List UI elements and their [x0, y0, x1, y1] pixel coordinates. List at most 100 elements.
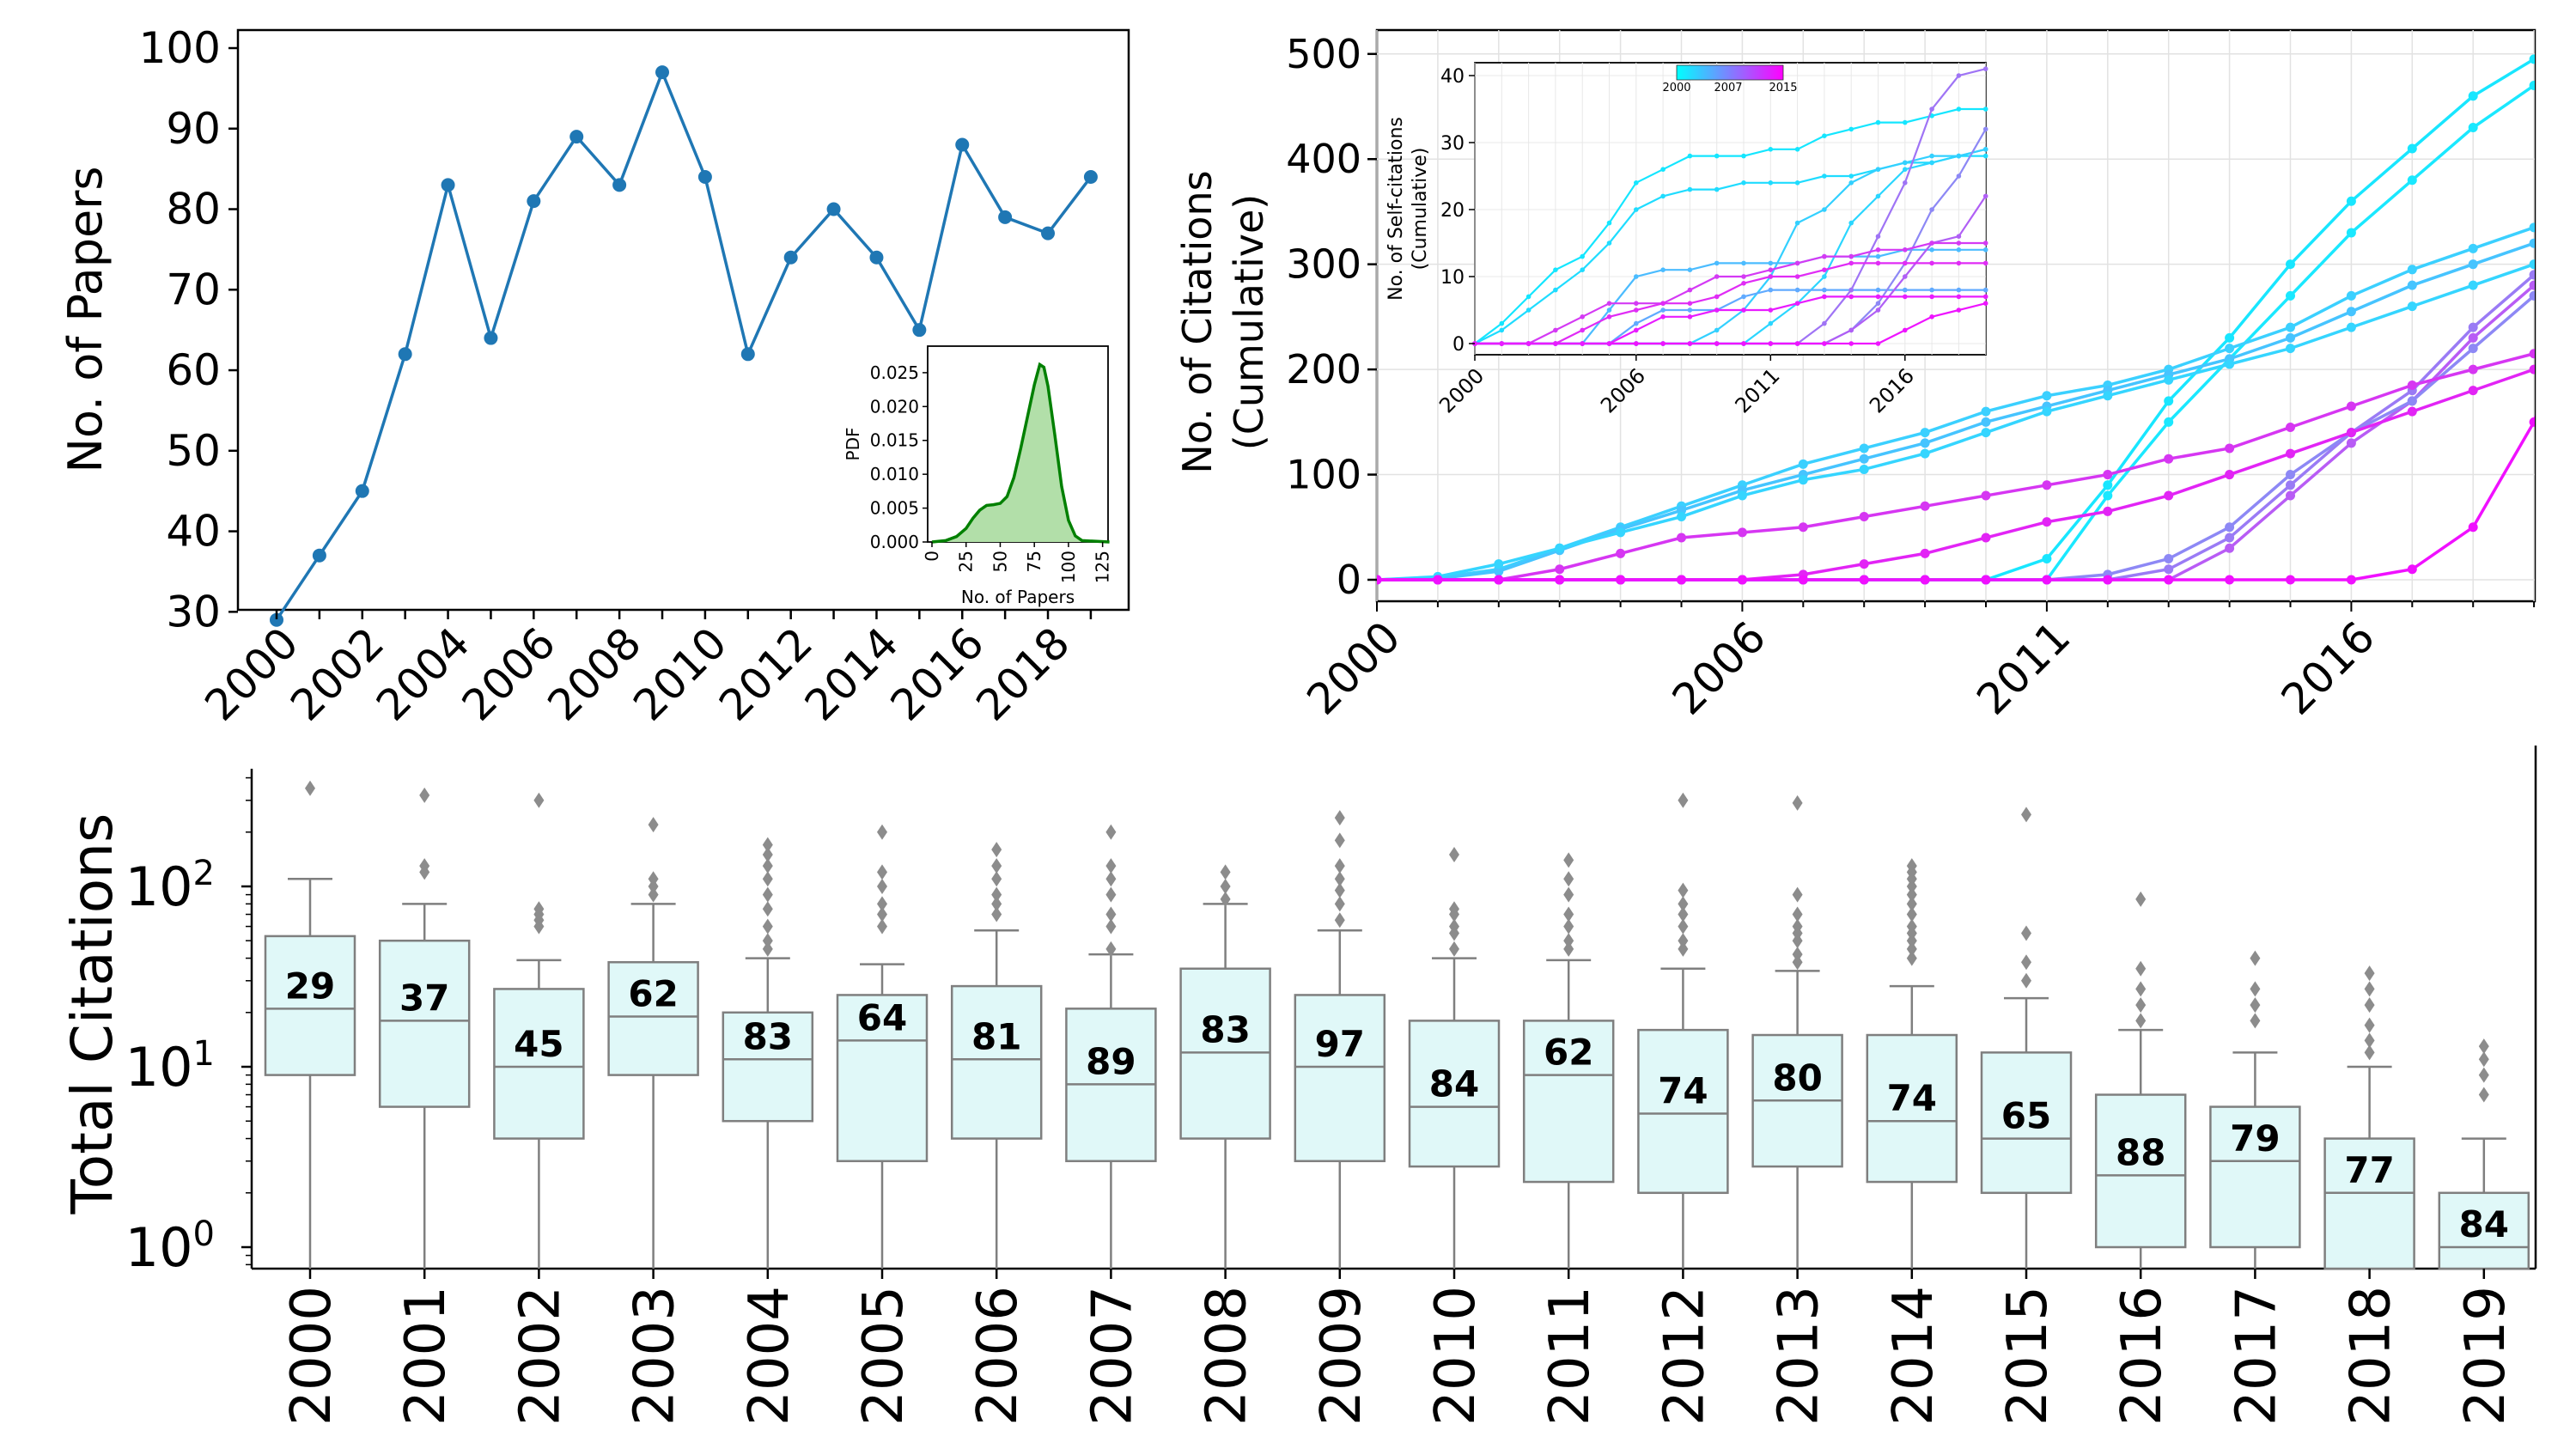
- inset-series-11-point: [1956, 307, 1962, 313]
- inset-series-3-point: [1848, 180, 1854, 186]
- x-tick-label: 2017: [2225, 1286, 2288, 1426]
- series-2014-point: [2529, 270, 2535, 280]
- outlier: [2021, 954, 2031, 971]
- inset-series-2-point: [1875, 193, 1881, 199]
- series-2007-point: [1737, 575, 1747, 585]
- outlier: [2478, 1051, 2489, 1068]
- inset-series-8-point: [1848, 327, 1854, 333]
- inset-series-9-point: [1606, 301, 1612, 307]
- outlier: [1334, 871, 1345, 887]
- inset-series-5-point: [1660, 307, 1666, 313]
- y-tick-label: 500: [1286, 31, 1361, 77]
- inset-series-10-point: [1848, 260, 1854, 266]
- outlier: [1449, 941, 1459, 957]
- y-tick-label: 102: [125, 854, 215, 918]
- inset-y-tick-label: 10: [1440, 267, 1465, 289]
- series-2007-point: [1616, 575, 1626, 585]
- series-2003-point: [2042, 480, 2052, 490]
- y-tick-label: 70: [166, 265, 221, 314]
- outlier: [991, 886, 1002, 903]
- inset-series-7-point: [1956, 73, 1962, 78]
- inset-series-0-point: [1982, 107, 1988, 112]
- series-2010-point: [2103, 480, 2113, 490]
- outlier: [762, 871, 773, 887]
- papers-pdf-inset: PDF No. of Papers 0.0000.0050.0100.0150.…: [843, 345, 1113, 607]
- inset-series-12-point: [1848, 294, 1854, 300]
- data-point-2009: [655, 65, 670, 80]
- box-2000: [264, 935, 356, 1076]
- inset-series-5-point: [1794, 287, 1800, 293]
- series-2000-point: [1920, 448, 1930, 459]
- outlier: [1334, 912, 1345, 928]
- outlier: [762, 858, 773, 874]
- inset-series-1-point: [1499, 327, 1505, 333]
- y-tick-label: 400: [1286, 136, 1361, 182]
- data-point-2004: [441, 178, 455, 192]
- count-label: 88: [2116, 1131, 2165, 1173]
- series-2003-point: [1798, 522, 1808, 533]
- data-point-2003: [398, 347, 412, 362]
- series-2011-point: [2346, 228, 2356, 238]
- data-point-2000: [270, 612, 283, 627]
- data-point-2005: [484, 331, 498, 345]
- inset-series-1-point: [1660, 193, 1666, 199]
- data-point-2016: [955, 137, 970, 152]
- inset-series-10-point: [1794, 274, 1800, 279]
- inset-series-6-point: [1956, 174, 1962, 179]
- series-2002-point: [2407, 280, 2417, 290]
- x-tick-label: 2004: [738, 1286, 801, 1426]
- outlier: [419, 858, 430, 874]
- total-citations-panel: Total Citations 29 37 45 62 83 64 81 89 83 97 84 62…: [59, 746, 2537, 1426]
- inset-series-5-point: [1634, 320, 1639, 326]
- series-2000-point: [2286, 344, 2295, 354]
- series-2004-point: [2529, 364, 2535, 374]
- inset-series-10-point: [1982, 260, 1988, 266]
- x-tick-label: 2002: [281, 618, 393, 730]
- data-point-2010: [697, 170, 712, 185]
- series-2007-point: [2468, 522, 2478, 533]
- outlier: [1678, 882, 1689, 898]
- box-2012: [1637, 1028, 1729, 1195]
- papers-line: [275, 68, 1093, 621]
- outlier: [1906, 886, 1917, 903]
- series-2000-point: [1555, 543, 1565, 553]
- outlier: [2021, 972, 2031, 989]
- outlier: [1678, 792, 1689, 808]
- outlier: [991, 871, 1002, 887]
- x-tick-label: 2016: [881, 618, 994, 730]
- outlier: [2364, 965, 2375, 982]
- y-tick-label: 300: [1286, 241, 1361, 288]
- inset-series-10-point: [1822, 267, 1827, 273]
- data-point-2006: [527, 194, 541, 209]
- outlier: [305, 780, 315, 796]
- data-point-2012: [783, 250, 798, 265]
- inset-series-12-point: [1660, 314, 1666, 320]
- outlier: [1334, 832, 1345, 849]
- inset-series-0-point: [1848, 126, 1854, 132]
- x-tick-label: 2000: [1297, 612, 1410, 724]
- count-label: 83: [743, 1015, 793, 1057]
- inset-y-label: PDF: [843, 428, 863, 461]
- y-tick-exponent: 1: [193, 1034, 215, 1074]
- series-2003-point: [2164, 454, 2174, 464]
- series-2004-point: [1920, 548, 1930, 558]
- box-2011: [1522, 1020, 1615, 1184]
- series-2001-point: [2225, 344, 2235, 354]
- series-2001-point: [2468, 243, 2478, 253]
- outlier: [762, 918, 773, 935]
- x-tick-label: 2006: [453, 618, 565, 730]
- series-2000-point: [2407, 301, 2417, 312]
- outlier: [1449, 847, 1459, 863]
- outlier: [2364, 997, 2375, 1014]
- inset-series-0-point: [1741, 153, 1746, 159]
- inset-series-12-point: [1982, 294, 1988, 300]
- inset-series-1-point: [1606, 240, 1612, 246]
- inset-series-7-point: [1848, 287, 1854, 293]
- series-2002-point: [2529, 238, 2535, 248]
- inset-series-5-point: [1929, 287, 1934, 293]
- inset-series: [1472, 66, 1988, 346]
- inset-series-5-point: [1875, 287, 1881, 293]
- inset-series-10-point: [1687, 301, 1693, 307]
- y-tick-label: 50: [166, 426, 221, 476]
- outlier: [1906, 896, 1917, 912]
